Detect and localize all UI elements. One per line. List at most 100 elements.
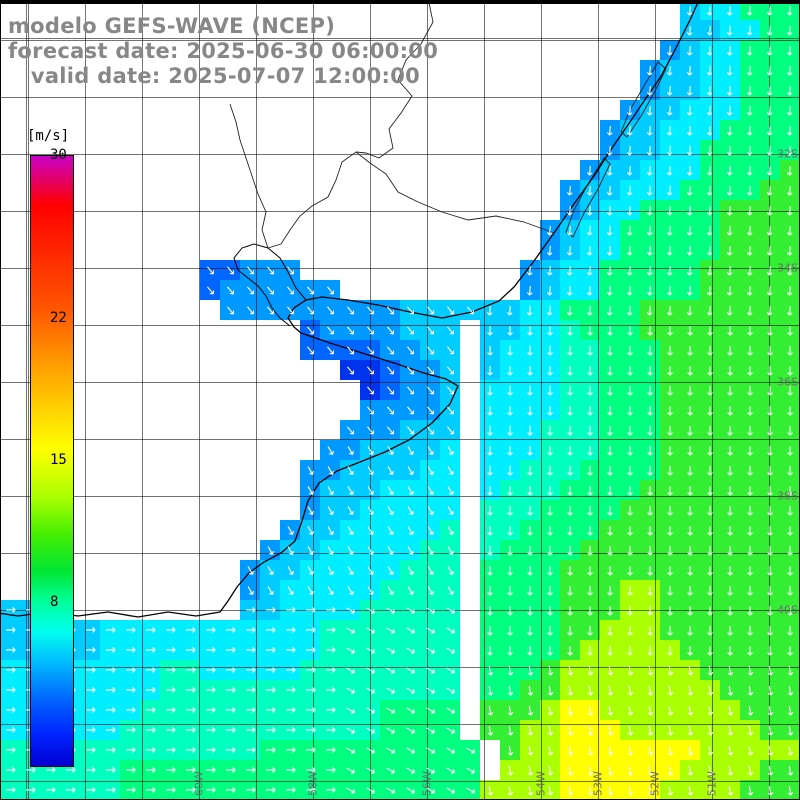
wind-cell	[760, 620, 780, 640]
wind-cell	[720, 600, 740, 620]
wind-arrow: ↑	[361, 360, 379, 380]
wind-cell	[780, 760, 800, 780]
wind-cell	[520, 420, 540, 440]
wind-cell	[680, 160, 700, 180]
wind-cell	[260, 620, 280, 640]
wind-arrow: ↑	[503, 302, 517, 318]
wind-arrow: ↑	[623, 681, 637, 699]
wind-cell	[500, 520, 520, 540]
wind-arrow: ↑	[783, 741, 797, 759]
wind-cell	[660, 300, 680, 320]
wind-cell	[360, 780, 380, 800]
wind-arrow: ↑	[643, 62, 657, 78]
wind-cell	[400, 420, 420, 440]
wind-cell	[520, 260, 540, 280]
wind-arrow: ↑	[162, 684, 178, 696]
wind-arrow: ↑	[401, 520, 419, 540]
wind-arrow: ↑	[340, 661, 360, 679]
wind-arrow: ↑	[743, 122, 757, 138]
wind-cell	[80, 780, 100, 800]
wind-cell	[260, 660, 280, 680]
wind-arrow: ↑	[624, 482, 636, 498]
wind-arrow: ↑	[484, 382, 496, 398]
wind-cell	[760, 0, 780, 20]
wind-arrow: ↑	[361, 460, 379, 480]
wind-arrow: ↑	[360, 761, 380, 779]
wind-cell	[520, 720, 540, 740]
wind-cell	[700, 140, 720, 160]
wind-cell	[420, 340, 440, 360]
wind-cell	[620, 120, 640, 140]
wind-arrow: ↑	[142, 664, 158, 676]
wind-arrow: ↑	[704, 622, 716, 638]
wind-arrow: ↑	[663, 661, 677, 679]
wind-cell	[520, 700, 540, 720]
wind-arrow: ↑	[420, 781, 440, 799]
wind-cell	[520, 340, 540, 360]
wind-arrow: ↑	[2, 784, 18, 796]
wind-arrow: ↑	[503, 781, 517, 799]
wind-cell	[480, 380, 500, 400]
wind-cell	[500, 720, 520, 740]
wind-arrow: ↑	[340, 601, 360, 619]
wind-cell	[700, 480, 720, 500]
wind-arrow: ↑	[723, 761, 737, 779]
wind-arrow: ↑	[763, 262, 777, 278]
wind-cell	[160, 760, 180, 780]
wind-cell	[660, 580, 680, 600]
wind-arrow: ↑	[584, 382, 596, 398]
wind-cell	[60, 780, 80, 800]
wind-arrow: ↑	[504, 502, 516, 518]
wind-cell	[280, 280, 300, 300]
wind-arrow: ↑	[484, 482, 496, 498]
wind-arrow: ↑	[321, 440, 339, 460]
wind-cell	[500, 660, 520, 680]
wind-arrow: ↑	[122, 684, 138, 696]
wind-arrow: ↑	[683, 22, 697, 38]
wind-arrow: ↑	[262, 604, 278, 616]
wind-cell	[740, 160, 760, 180]
wind-cell	[340, 500, 360, 520]
wind-arrow: ↑	[563, 222, 577, 238]
wind-cell	[320, 500, 340, 520]
wind-arrow: ↑	[744, 522, 756, 538]
wind-arrow: ↑	[703, 741, 717, 759]
wind-arrow: ↑	[262, 684, 278, 696]
wind-arrow: ↑	[683, 701, 697, 719]
wind-arrow: ↑	[784, 322, 796, 338]
wind-cell	[740, 180, 760, 200]
wind-arrow: ↑	[301, 280, 319, 300]
wind-cell	[440, 720, 460, 740]
wind-cell	[280, 580, 300, 600]
wind-cell	[780, 420, 800, 440]
wind-cell	[680, 120, 700, 140]
wind-cell	[300, 560, 320, 580]
wind-arrow: ↑	[564, 482, 576, 498]
wind-cell	[440, 400, 460, 420]
wind-cell	[720, 0, 740, 20]
wind-cell	[640, 60, 660, 80]
wind-cell	[560, 760, 580, 780]
wind-cell	[620, 760, 640, 780]
wind-arrow: ↑	[644, 602, 656, 618]
wind-arrow: ↑	[441, 520, 459, 540]
wind-arrow: ↑	[483, 701, 497, 719]
wind-arrow: ↑	[524, 382, 536, 398]
wind-cell	[600, 280, 620, 300]
wind-arrow: ↑	[564, 642, 576, 658]
wind-cell	[140, 620, 160, 640]
wind-arrow: ↑	[683, 242, 697, 258]
lat-label: 40S	[777, 603, 798, 617]
wind-arrow: ↑	[644, 482, 656, 498]
wind-arrow: ↑	[162, 704, 178, 716]
wind-arrow: ↑	[583, 761, 597, 779]
wind-cell	[760, 640, 780, 660]
wind-arrow: ↑	[704, 542, 716, 558]
wind-cell	[280, 620, 300, 640]
wind-arrow: ↑	[544, 542, 556, 558]
wind-cell	[700, 580, 720, 600]
wind-arrow: ↑	[703, 721, 717, 739]
wind-cell	[220, 720, 240, 740]
wind-cell	[460, 760, 480, 780]
wind-cell	[640, 340, 660, 360]
